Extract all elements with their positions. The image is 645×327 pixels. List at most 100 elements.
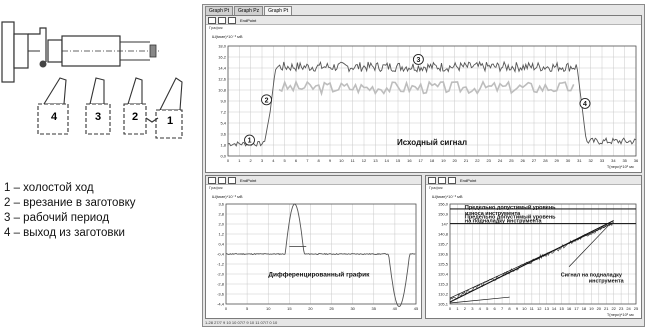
x-tick-label: 5 — [284, 158, 287, 163]
x-tick-label: 20 — [597, 306, 602, 311]
print-icon[interactable] — [208, 16, 216, 24]
y-tick-label: 125,5 — [438, 262, 449, 267]
x-tick-label: 4 — [272, 158, 275, 163]
x-tick-label: 31 — [577, 158, 582, 163]
tab-graph-pz[interactable]: Graph Pz — [234, 6, 264, 15]
print-icon[interactable] — [428, 176, 436, 184]
x-tick-label: 25 — [634, 306, 639, 311]
x-tick-label: 18 — [582, 306, 587, 311]
x-tick-label: 21 — [464, 158, 469, 163]
x-tick-label: 1 — [456, 306, 459, 311]
trend-ylabel: Ш(tимп)*10⁻³ мВ — [432, 194, 463, 199]
endpoint-label[interactable]: EndPoint — [240, 177, 257, 183]
tab-bar: Graph Pt Graph Pz Graph Pt — [205, 6, 293, 15]
copy-icon[interactable] — [228, 176, 236, 184]
x-tick-label: 3 — [261, 158, 264, 163]
y-tick-label: -1,2 — [217, 262, 225, 267]
x-tick-label: 5 — [486, 306, 489, 311]
y-tick-label: 3,6 — [220, 132, 226, 137]
signal-analyzer-window: Graph Pt Graph Pz Graph Pt EndPoint Граф… — [202, 4, 645, 327]
tool-number-3: 3 — [95, 111, 101, 123]
noise-band — [278, 79, 575, 97]
y-tick-label: 10,8 — [218, 88, 227, 93]
tab-graph-pt-1[interactable]: Graph Pt — [205, 6, 234, 15]
wear-limit-label: Предельно допустимый уровень — [465, 204, 556, 211]
legend-item-idle: 1 – холостой ход — [4, 182, 94, 194]
x-tick-label: 2 — [464, 306, 467, 311]
adjust-limit-label-2: на подналадку инструмента — [465, 218, 543, 224]
derivative-ylabel: Ш(tимп)*10⁻³ мВ — [212, 194, 243, 199]
x-tick-label: 17 — [418, 158, 423, 163]
y-tick-label: 135,7 — [438, 242, 449, 247]
x-tick-label: 11 — [351, 158, 356, 163]
save-icon[interactable] — [218, 16, 226, 24]
y-tick-label: 130,6 — [438, 252, 449, 257]
copy-icon[interactable] — [448, 176, 456, 184]
x-tick-label: 0 — [227, 158, 230, 163]
x-tick-label: 3 — [471, 306, 474, 311]
trend-base-line — [449, 296, 510, 304]
trend-chart: 156,0150,9147140,8135,7130,6125,5120,411… — [438, 202, 639, 318]
y-tick-label: 18,0 — [218, 44, 227, 49]
x-tick-label: 10 — [266, 306, 271, 311]
endpoint-label[interactable]: EndPoint — [240, 17, 257, 23]
x-tick-label: 24 — [626, 306, 631, 311]
y-tick-label: 0,0 — [220, 154, 226, 159]
y-tick-label: 1,2 — [218, 232, 224, 237]
phase-marker — [244, 134, 255, 146]
x-tick-label: 36 — [634, 158, 639, 163]
pane-title: График — [209, 185, 223, 190]
save-icon[interactable] — [438, 176, 446, 184]
x-tick-label: 23 — [486, 158, 491, 163]
x-tick-label: 7 — [306, 158, 309, 163]
x-tick-label: 33 — [600, 158, 605, 163]
phase-marker-label: 2 — [265, 97, 269, 104]
x-tick-label: 45 — [414, 306, 419, 311]
derivative-chart: 3,6 2,8 2,0 1,2 0,4 -0,4 -1,2 -2,0 -2,8 -3,6 -4,40… — [217, 202, 419, 312]
y-tick-label: -0,4 — [217, 252, 225, 257]
trend-toolbar: EndPoint — [426, 176, 641, 185]
y-tick-label: 140,8 — [438, 232, 449, 237]
y-tick-label: 5,4 — [220, 121, 226, 126]
save-icon[interactable] — [218, 176, 226, 184]
y-tick-label: 9,0 — [220, 99, 226, 104]
x-tick-label: 13 — [544, 306, 549, 311]
derivative-caption: Дифференцированный график — [268, 271, 370, 279]
x-tick-label: 20 — [452, 158, 457, 163]
x-tick-label: 12 — [537, 306, 542, 311]
y-tick-label: 14,4 — [218, 66, 227, 71]
x-tick-label: 2 — [250, 158, 253, 163]
tool-4 — [37, 77, 69, 135]
phase-marker-label: 4 — [583, 101, 587, 108]
x-tick-label: 15 — [287, 306, 292, 311]
tailstock-knob — [39, 60, 47, 68]
x-tick-label: 11 — [530, 306, 535, 311]
tool-number-1: 1 — [167, 115, 173, 127]
copy-icon[interactable] — [228, 16, 236, 24]
main-caption: Исходный сигнал — [397, 138, 467, 147]
x-tick-label: 34 — [611, 158, 616, 163]
y-tick-label: 3,6 — [218, 202, 224, 207]
x-tick-label: 9 — [516, 306, 519, 311]
phase-marker — [261, 94, 272, 106]
y-tick-label: 115,3 — [438, 282, 448, 287]
tab-graph-pt-2[interactable]: Graph Pt — [264, 6, 293, 15]
tool-3 — [85, 77, 111, 135]
endpoint-label[interactable]: EndPoint — [460, 177, 477, 183]
y-tick-label: 2,0 — [218, 222, 224, 227]
x-tick-label: 30 — [350, 306, 355, 311]
trend-fit-line — [449, 220, 614, 303]
print-icon[interactable] — [208, 176, 216, 184]
legend-item-exit: 4 – выход из заготовки — [4, 227, 125, 239]
pane-title: График — [429, 185, 443, 190]
derivative-toolbar: EndPoint — [206, 176, 421, 185]
tool-number-2: 2 — [132, 111, 138, 123]
main-signal-chart: 18,0 16,2 14,4 12,6 10,8 9,0 7,2 5,4 3,6 1,8 0,00 1… — [218, 44, 639, 170]
wear-limit-label-2: износа инструмента — [465, 211, 521, 217]
signal-trace — [227, 60, 637, 147]
x-tick-label: 32 — [588, 158, 593, 163]
phase-marker-label: 1 — [248, 138, 252, 145]
y-tick-label: 1,8 — [220, 143, 226, 148]
x-tick-label: 30 — [566, 158, 571, 163]
y-tick-label: 12,6 — [218, 77, 227, 82]
